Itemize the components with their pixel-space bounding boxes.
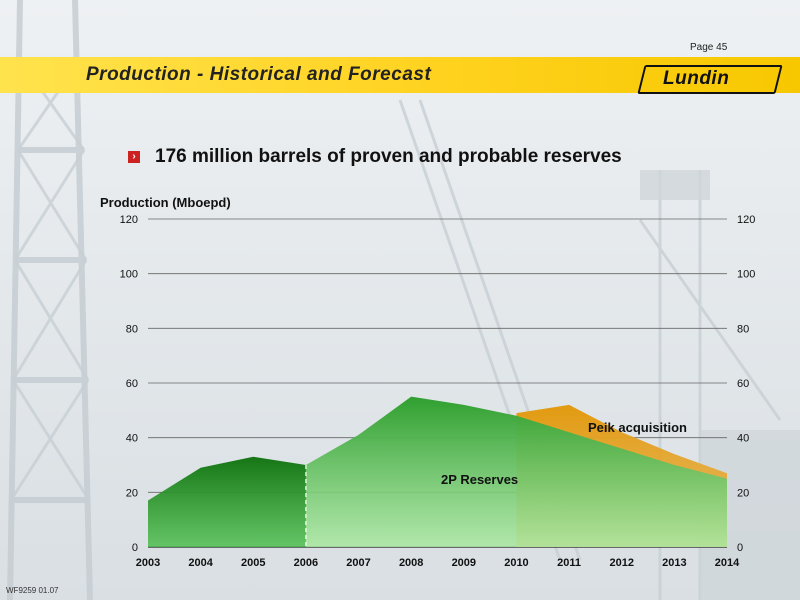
bullet-arrow-icon: › xyxy=(128,151,140,163)
y-axis-label: Production (Mboepd) xyxy=(100,195,231,210)
page-title: Production - Historical and Forecast xyxy=(86,64,432,85)
y-tick-left-0: 0 xyxy=(132,542,138,554)
logo-text: Lundin xyxy=(663,68,730,89)
area-reserves xyxy=(305,396,727,547)
y-tick-right-20: 20 xyxy=(737,487,749,499)
y-tick-right-40: 40 xyxy=(737,433,749,445)
y-tick-left-100: 100 xyxy=(120,269,138,281)
x-tick-2011: 2011 xyxy=(557,557,581,569)
x-tick-2008: 2008 xyxy=(399,557,423,569)
page-number: Page 45 xyxy=(690,42,728,53)
y-tick-right-80: 80 xyxy=(737,323,749,335)
chart-annotations: Peik acquisition 2P Reserves xyxy=(441,420,687,487)
annotation-1: 2P Reserves xyxy=(441,472,518,487)
footer-code: WF9259 01.07 xyxy=(6,586,59,595)
y-tick-left-40: 40 xyxy=(126,433,138,445)
axis-ticks: 0 0 20 20 40 40 60 60 80 80 100 100 120 120 2003 2004 20… xyxy=(120,214,756,569)
area-historical xyxy=(148,456,306,547)
x-tick-2006: 2006 xyxy=(294,557,318,569)
y-tick-right-60: 60 xyxy=(737,378,749,390)
y-tick-left-120: 120 xyxy=(120,214,138,226)
x-tick-2004: 2004 xyxy=(188,557,213,569)
chart-areas xyxy=(148,396,727,547)
title-band xyxy=(0,57,800,93)
y-tick-left-60: 60 xyxy=(126,378,138,390)
x-tick-2010: 2010 xyxy=(504,557,528,569)
x-tick-2007: 2007 xyxy=(346,557,370,569)
lundin-logo: Lundin xyxy=(637,65,783,94)
x-tick-2012: 2012 xyxy=(609,557,633,569)
x-tick-2009: 2009 xyxy=(452,557,476,569)
y-tick-left-80: 80 xyxy=(126,323,138,335)
y-tick-left-20: 20 xyxy=(126,487,138,499)
x-tick-2003: 2003 xyxy=(136,557,160,569)
y-tick-right-100: 100 xyxy=(737,269,755,281)
bullet-text: 176 million barrels of proven and probab… xyxy=(155,146,622,167)
y-tick-right-120: 120 xyxy=(737,214,755,226)
x-tick-2014: 2014 xyxy=(715,557,740,569)
x-tick-2005: 2005 xyxy=(241,557,265,569)
y-tick-right-0: 0 xyxy=(737,542,743,554)
x-tick-2013: 2013 xyxy=(662,557,686,569)
annotation-0: Peik acquisition xyxy=(588,420,687,435)
